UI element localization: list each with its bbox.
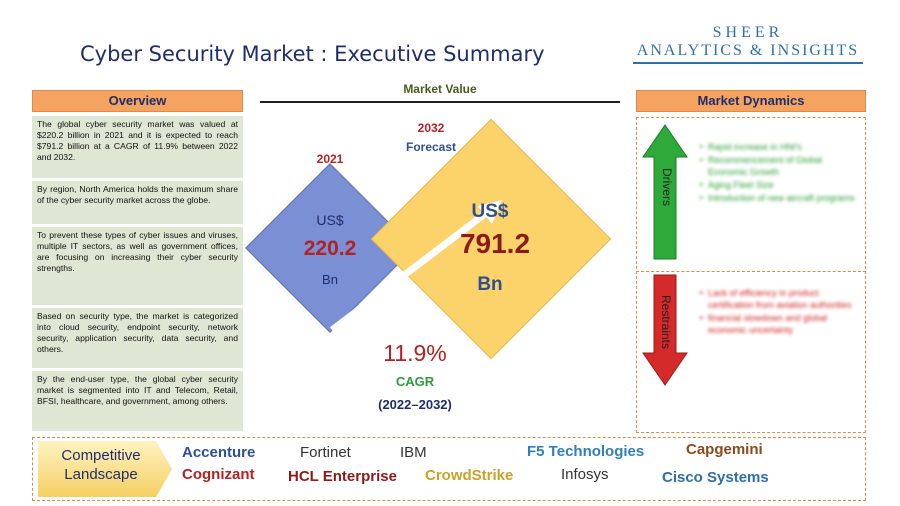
restraints-label: Restraints <box>659 295 673 350</box>
drivers-label: Drivers <box>660 168 674 206</box>
overview-paragraph: By the end-user type, the global cyber s… <box>32 371 243 431</box>
unit-2021: Bn <box>322 272 338 287</box>
year-2021-label: 2021 <box>316 152 344 166</box>
market-value-divider <box>260 101 620 103</box>
currency-2021: US$ <box>316 212 344 228</box>
restraint-item: financial slowdown and global economic u… <box>698 312 860 336</box>
value-2021: 220.2 <box>303 237 357 260</box>
market-dynamics-heading: Market Dynamics <box>636 90 866 112</box>
driver-item: Recommencement of Global Economic Growth <box>698 154 860 178</box>
logo-line-2: ANALYTICS & INSIGHTS <box>636 42 860 59</box>
value-2032: 791.2 <box>459 228 531 259</box>
brand-logo: SHEER ANALYTICS & INSIGHTS <box>628 24 868 64</box>
market-dynamics-divider <box>636 271 866 272</box>
forecast-label: Forecast <box>405 140 457 154</box>
overview-paragraph: Based on security type, the market is ca… <box>32 308 243 368</box>
restraints-arrow-icon <box>642 274 688 386</box>
drivers-list: Rapid increase in HNI's Recommencement o… <box>698 141 860 205</box>
company-name: Accenture <box>182 444 256 461</box>
company-name: HCL Enterprise <box>288 468 397 485</box>
company-name: CrowdStrike <box>425 467 514 484</box>
page-title: Cyber Security Market : Executive Summar… <box>80 42 545 66</box>
cagr-period: (2022–2032) <box>378 397 452 412</box>
competitive-landscape-arrow <box>38 441 172 497</box>
drivers-arrow-icon <box>642 124 688 260</box>
driver-item: Rapid increase in HNI's <box>698 141 860 153</box>
market-dynamics-box <box>636 117 866 433</box>
currency-2032: US$ <box>471 201 509 222</box>
company-name: Infosys <box>561 466 609 483</box>
cagr-value: 11.9% <box>383 340 447 366</box>
cl-label-line2: Landscape <box>64 466 138 483</box>
logo-line-1: SHEER <box>712 24 784 41</box>
competitive-landscape-box <box>32 437 866 501</box>
company-name: Capgemini <box>686 441 763 458</box>
market-value-heading: Market Value <box>403 82 477 96</box>
unit-2032: Bn <box>477 274 503 295</box>
company-name: Cognizant <box>182 466 255 483</box>
driver-item: Introduction of new aircraft programs <box>698 192 860 204</box>
overview-paragraph: The global cyber security market was val… <box>32 116 243 178</box>
overview-paragraph: By region, North America holds the maxim… <box>32 181 243 224</box>
cagr-label: CAGR <box>395 374 435 389</box>
overview-paragraph: To prevent these types of cyber issues a… <box>32 227 243 305</box>
company-name: IBM <box>400 444 427 461</box>
company-name: Cisco Systems <box>662 469 769 486</box>
year-2032-label: 2032 <box>417 121 445 135</box>
cl-label-line1: Competitive <box>61 447 141 464</box>
restraint-item: Lack of efficiency in product certificat… <box>698 287 860 311</box>
growth-arrow-icon <box>329 200 502 333</box>
overview-heading: Overview <box>32 90 243 112</box>
driver-item: Aging Fleet Size <box>698 179 860 191</box>
company-name: F5 Technologies <box>527 443 645 460</box>
restraints-list: Lack of efficiency in product certificat… <box>698 287 860 337</box>
competitive-landscape-label: Competitive Landscape <box>45 446 157 484</box>
company-name: Fortinet <box>300 444 351 461</box>
logo-underline <box>633 62 863 64</box>
